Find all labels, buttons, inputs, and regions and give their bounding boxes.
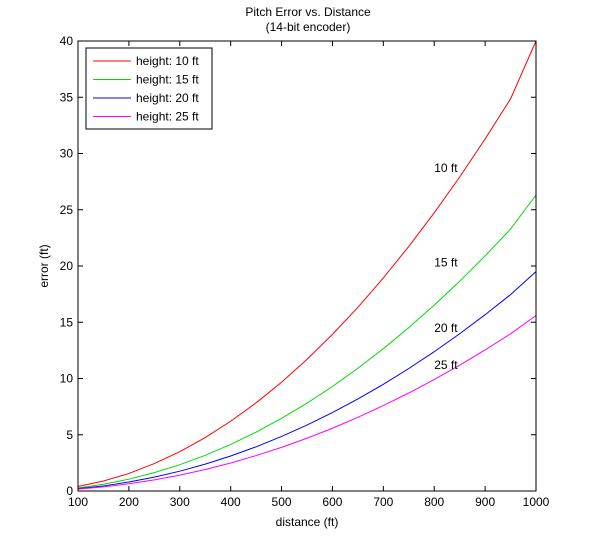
x-tick-label: 500	[272, 495, 292, 509]
legend: height: 10 ft height: 15 ft height: 20 ft h…	[85, 47, 213, 130]
y-tick-label: 10	[60, 372, 74, 386]
y-tick-label: 0	[66, 484, 73, 498]
y-tick-label: 30	[60, 147, 74, 161]
legend-label-4: height: 25 ft	[136, 110, 199, 124]
curve-annotation: 20 ft	[434, 321, 458, 335]
chart-title: Pitch Error vs. Distance	[245, 5, 371, 19]
series-line-4	[77, 315, 537, 490]
x-tick-label: 700	[373, 495, 393, 509]
y-tick-label: 40	[60, 34, 74, 48]
x-tick-label: 400	[221, 495, 241, 509]
series-line-3	[77, 271, 537, 490]
x-tick-label: 800	[424, 495, 444, 509]
chart-subtitle: (14-bit encoder)	[266, 20, 351, 34]
series-line-2	[77, 194, 537, 489]
x-tick-label: 300	[170, 495, 190, 509]
y-axis-label: error (ft)	[37, 244, 51, 287]
y-tick-label: 20	[60, 259, 74, 273]
annotation-layer: 10 ft 15 ft 20 ft 25 ft	[434, 161, 458, 372]
series-layer	[77, 40, 537, 490]
plot-frame	[77, 40, 537, 492]
curve-annotation: 25 ft	[434, 358, 458, 372]
legend-label-1: height: 10 ft	[136, 54, 199, 68]
y-tick-label: 25	[60, 203, 74, 217]
curve-annotation: 10 ft	[434, 161, 458, 175]
y-tick-label: 35	[60, 90, 74, 104]
y-tick-label: 5	[66, 428, 73, 442]
x-tick-label: 1000	[523, 495, 550, 509]
legend-label-2: height: 15 ft	[136, 73, 199, 87]
x-tick-label: 100	[68, 495, 88, 509]
x-tick-label: 900	[475, 495, 495, 509]
x-axis-label: distance (ft)	[276, 515, 339, 529]
series-line-1	[77, 40, 537, 487]
curve-annotation: 15 ft	[434, 256, 458, 270]
y-tick-label: 15	[60, 315, 74, 329]
legend-label-3: height: 20 ft	[136, 91, 199, 105]
x-tick-label: 200	[119, 495, 139, 509]
x-tick-label: 600	[322, 495, 342, 509]
ticks-layer: 100 200 300 400 500 600 700 800 900 1000 0 5 10 15 20 2…	[60, 34, 550, 509]
